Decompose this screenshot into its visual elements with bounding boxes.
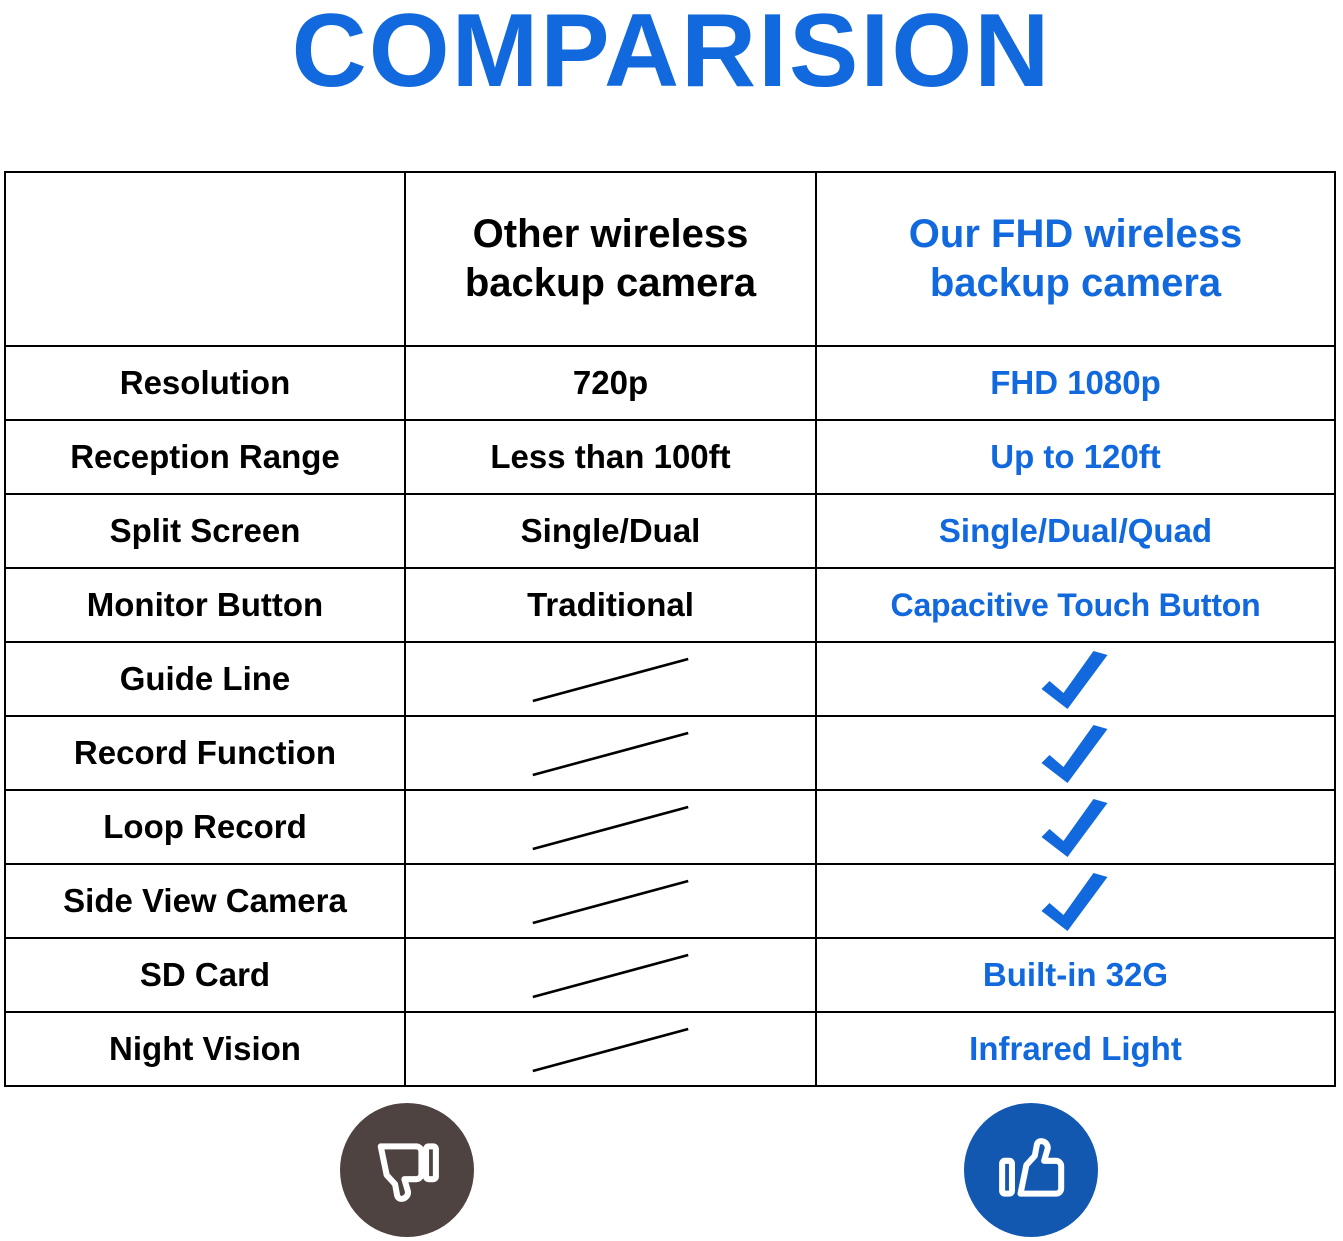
header-cell-other: Other wireless backup camera — [404, 171, 817, 347]
other-camera-cell — [404, 863, 817, 939]
feature-label: Monitor Button — [86, 586, 324, 623]
not-available-slash-icon — [406, 865, 815, 937]
not-available-slash-icon — [406, 939, 815, 1011]
feature-label-cell: Reception Range — [4, 419, 406, 495]
header-other-line2: backup camera — [464, 261, 757, 305]
table-row: SD Card Built-in 32G — [4, 937, 1336, 1013]
our-camera-cell — [815, 863, 1336, 939]
our-camera-cell — [815, 789, 1336, 865]
feature-label: SD Card — [139, 956, 271, 993]
other-camera-cell — [404, 937, 817, 1013]
our-camera-cell: Built-in 32G — [815, 937, 1336, 1013]
our-camera-value: Capacitive Touch Button — [890, 587, 1261, 623]
other-camera-cell: Less than 100ft — [404, 419, 817, 495]
our-camera-value: Infrared Light — [969, 1030, 1182, 1067]
header-cell-feature — [4, 171, 406, 347]
check-icon — [1041, 725, 1108, 783]
check-icon — [1041, 799, 1108, 857]
thumbs-up-badge — [964, 1103, 1098, 1237]
our-camera-cell: Capacitive Touch Button — [815, 567, 1336, 643]
not-available-slash-icon — [406, 1013, 815, 1085]
table-row: Record Function — [4, 715, 1336, 791]
header-ours-line2: backup camera — [929, 261, 1222, 305]
our-camera-cell: FHD 1080p — [815, 345, 1336, 421]
check-icon — [1041, 651, 1108, 709]
thumbs-down-badge — [340, 1103, 474, 1237]
other-camera-value: Single/Dual — [520, 512, 701, 549]
other-camera-value: Less than 100ft — [490, 438, 731, 475]
other-camera-cell — [404, 641, 817, 717]
other-camera-cell — [404, 1011, 817, 1087]
not-available-slash-icon — [406, 717, 815, 789]
table-row: Night Vision Infrared Light — [4, 1011, 1336, 1087]
our-camera-value: Single/Dual/Quad — [938, 512, 1213, 549]
table-row: Monitor Button Traditional Capacitive Touc… — [4, 567, 1336, 643]
feature-label-cell: Night Vision — [4, 1011, 406, 1087]
other-camera-cell: Single/Dual — [404, 493, 817, 569]
not-available-slash-icon — [406, 643, 815, 715]
comparison-table: Other wireless backup camera Our FHD wir… — [4, 171, 1336, 1087]
feature-label: Split Screen — [109, 512, 301, 549]
feature-label-cell: Loop Record — [4, 789, 406, 865]
check-icon — [1041, 873, 1108, 931]
thumbs-down-icon — [365, 1128, 449, 1212]
our-camera-cell — [815, 641, 1336, 717]
feature-label: Side View Camera — [63, 882, 347, 919]
table-row: Reception Range Less than 100ft Up to 120f… — [4, 419, 1336, 495]
our-camera-cell: Single/Dual/Quad — [815, 493, 1336, 569]
feature-label: Resolution — [119, 364, 291, 401]
feature-label: Guide Line — [119, 660, 291, 697]
other-camera-cell — [404, 715, 817, 791]
our-camera-value: Built-in 32G — [982, 956, 1169, 993]
feature-label: Reception Range — [70, 438, 340, 475]
table-row: Resolution 720p FHD 1080p — [4, 345, 1336, 421]
feature-label-cell: Guide Line — [4, 641, 406, 717]
feature-label-cell: Split Screen — [4, 493, 406, 569]
our-camera-cell: Infrared Light — [815, 1011, 1336, 1087]
other-camera-cell: Traditional — [404, 567, 817, 643]
feature-label: Night Vision — [109, 1030, 301, 1067]
table-body: Other wireless backup camera Our FHD wir… — [4, 171, 1336, 1087]
other-camera-cell: 720p — [404, 345, 817, 421]
other-camera-value: 720p — [572, 364, 649, 401]
feature-label-cell: Resolution — [4, 345, 406, 421]
our-camera-cell: Up to 120ft — [815, 419, 1336, 495]
feature-label: Record Function — [73, 734, 337, 771]
our-camera-value: FHD 1080p — [990, 364, 1161, 401]
table-row: Guide Line — [4, 641, 1336, 717]
feature-label-cell: Side View Camera — [4, 863, 406, 939]
header-other-line1: Other wireless — [472, 212, 749, 256]
feature-label-cell: Monitor Button — [4, 567, 406, 643]
page-title: COMPARISION — [291, 0, 1052, 109]
badge-row — [4, 1095, 1334, 1241]
other-camera-cell — [404, 789, 817, 865]
table-row: Side View Camera — [4, 863, 1336, 939]
table-row: Split Screen Single/Dual Single/Dual/Quad — [4, 493, 1336, 569]
our-camera-cell — [815, 715, 1336, 791]
table-header-row: Other wireless backup camera Our FHD wir… — [4, 171, 1336, 347]
header-ours-label: Our FHD wireless backup camera — [817, 210, 1334, 308]
header-other-label: Other wireless backup camera — [406, 210, 815, 308]
not-available-slash-icon — [406, 791, 815, 863]
thumbs-up-icon — [989, 1128, 1073, 1212]
header-cell-ours: Our FHD wireless backup camera — [815, 171, 1336, 347]
our-camera-value: Up to 120ft — [990, 438, 1161, 475]
other-camera-value: Traditional — [527, 586, 694, 623]
feature-label-cell: SD Card — [4, 937, 406, 1013]
feature-label: Loop Record — [103, 808, 307, 845]
header-ours-line1: Our FHD wireless — [908, 212, 1243, 256]
table-row: Loop Record — [4, 789, 1336, 865]
feature-label-cell: Record Function — [4, 715, 406, 791]
